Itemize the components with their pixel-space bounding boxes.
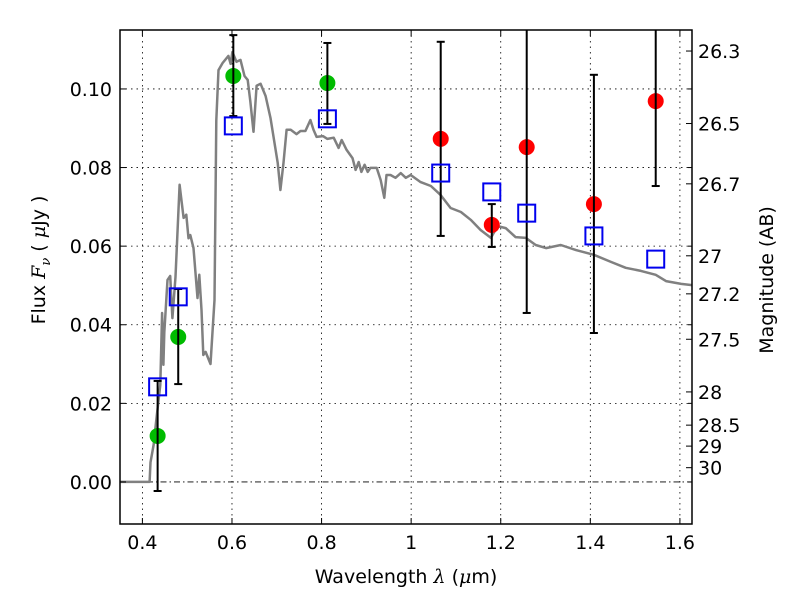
right-tick-label: 26.7 bbox=[698, 174, 740, 196]
right-tick-label: 30 bbox=[698, 458, 722, 480]
model-square-point bbox=[317, 109, 337, 129]
y-axis-label-mu: μ bbox=[28, 226, 50, 238]
series-model-sed bbox=[120, 50, 692, 484]
markers bbox=[148, 30, 666, 492]
x-axis-label-part: ( bbox=[446, 566, 459, 588]
x-tick-label: 0.6 bbox=[217, 532, 247, 554]
ticks: 0.4 0.6 0.8 1 1.2 1.4 1.6 0.00 0.02 0.04 0.06 0.08 0… bbox=[70, 30, 740, 554]
y-tick-label: 0.00 bbox=[70, 472, 112, 494]
x-axis-label-part: Wavelength bbox=[315, 566, 434, 588]
y-axis-label-flux: Flux bbox=[28, 279, 50, 325]
x-axis-label: Wavelength λ (μm) bbox=[315, 566, 498, 588]
model-square-point bbox=[517, 203, 537, 223]
series-layer bbox=[120, 30, 692, 492]
x-axis-label-part: λ bbox=[432, 566, 445, 588]
right-tick-label: 26.5 bbox=[698, 114, 740, 136]
y-tick-label: 0.10 bbox=[70, 79, 112, 101]
y-axis-label: Flux Fν ( μJy ) bbox=[28, 196, 54, 325]
right-tick-label: 27 bbox=[698, 246, 722, 268]
model-square-point bbox=[223, 116, 243, 136]
right-tick-label: 29 bbox=[698, 436, 722, 458]
x-tick-label: 1.4 bbox=[575, 532, 605, 554]
right-tick-label: 27.2 bbox=[698, 284, 740, 306]
model-square-point bbox=[482, 182, 502, 202]
right-tick-label: 28.5 bbox=[698, 415, 740, 437]
y-tick-label: 0.04 bbox=[70, 315, 112, 337]
right-tick-label: 28 bbox=[698, 382, 722, 404]
x-tick-label: 1.2 bbox=[486, 532, 516, 554]
y-tick-label: 0.08 bbox=[70, 158, 112, 180]
right-tick-label: 26.3 bbox=[698, 41, 740, 63]
x-axis-label-part: μ bbox=[459, 566, 471, 588]
x-tick-label: 1 bbox=[405, 532, 417, 554]
x-tick-label: 0.8 bbox=[306, 532, 336, 554]
model-square-point bbox=[646, 249, 666, 269]
x-tick-label: 0.4 bbox=[127, 532, 157, 554]
y-tick-label: 0.02 bbox=[70, 393, 112, 415]
model-square-point bbox=[584, 226, 604, 246]
x-tick-label: 1.6 bbox=[665, 532, 695, 554]
y-axis-label-subscript: ν bbox=[39, 258, 54, 266]
x-axis-label-part: m) bbox=[471, 566, 497, 588]
grid bbox=[120, 30, 692, 524]
sed-line bbox=[120, 50, 692, 484]
y-tick-label: 0.06 bbox=[70, 236, 112, 258]
model-square-point bbox=[168, 287, 188, 307]
y-axis-label-symbol: F bbox=[28, 265, 50, 280]
right-axis-label: Magnitude (AB) bbox=[756, 206, 778, 354]
right-tick-label: 27.5 bbox=[698, 329, 740, 351]
model-square-point bbox=[431, 163, 451, 183]
model-square-point bbox=[148, 377, 168, 397]
plot-frame bbox=[119, 29, 693, 525]
y-axis-label-units: ( bbox=[28, 238, 50, 258]
y-axis-label-jy: Jy ) bbox=[28, 196, 50, 227]
